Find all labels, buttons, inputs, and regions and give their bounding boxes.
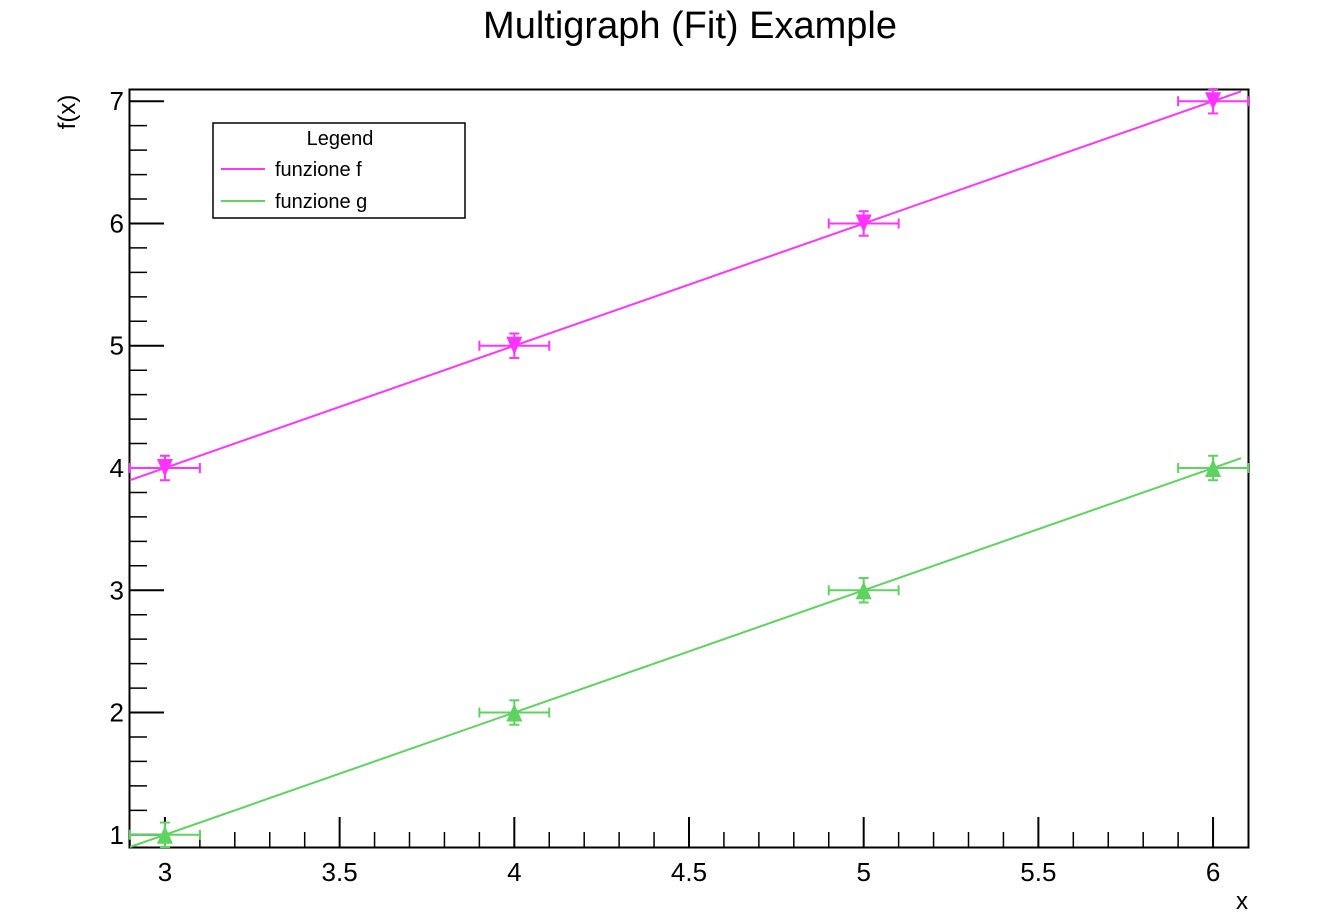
- data-point: [827, 577, 900, 604]
- triangle-up-marker: [506, 703, 523, 722]
- x-tick-label: 3.5: [322, 857, 358, 887]
- x-tick-label: 3: [158, 857, 172, 887]
- triangle-down-marker: [156, 459, 173, 477]
- x-tick-label: 4: [507, 857, 521, 887]
- data-point: [478, 699, 551, 726]
- chart-title: Multigraph (Fit) Example: [483, 5, 897, 47]
- legend: Legend funzione f funzione g: [212, 122, 466, 219]
- triangle-down-marker: [1205, 92, 1222, 111]
- x-tick-label: 5.5: [1020, 857, 1056, 887]
- y-tick-label: 3: [110, 575, 124, 605]
- legend-label: funzione f: [275, 159, 362, 181]
- triangle-up-marker: [156, 825, 173, 844]
- legend-box: [212, 122, 466, 219]
- x-tick-label: 6: [1206, 857, 1220, 887]
- legend-title: Legend: [307, 128, 374, 150]
- data-point: [478, 332, 551, 359]
- triangle-down-marker: [506, 336, 523, 355]
- x-axis-label: x: [1236, 888, 1248, 915]
- triangle-up-marker: [1205, 459, 1222, 477]
- y-tick-label: 4: [110, 453, 124, 483]
- triangle-down-marker: [855, 214, 872, 233]
- y-tick-label: 1: [110, 820, 124, 850]
- axis-ticks: [129, 100, 1215, 847]
- data-point: [129, 821, 201, 848]
- data-point: [129, 454, 201, 482]
- axis-tick-labels: 3 3.5 4 4.5 5 5.5 6 1 2 3 4 5 6 7: [110, 86, 1221, 887]
- x-tick-label: 5: [856, 857, 870, 887]
- y-tick-label: 7: [110, 86, 124, 116]
- legend-entries: funzione f funzione g: [221, 159, 367, 213]
- y-tick-label: 5: [110, 331, 124, 361]
- x-tick-label: 4.5: [671, 857, 707, 887]
- y-axis-label: f(x): [54, 95, 81, 130]
- y-tick-label: 6: [110, 208, 124, 238]
- fit-lines: [129, 90, 1242, 848]
- fit-line: [129, 90, 1242, 482]
- triangle-up-marker: [855, 581, 872, 600]
- data-point: [1177, 88, 1249, 115]
- y-tick-label: 2: [110, 698, 124, 728]
- data-points: [129, 88, 1249, 848]
- data-point: [827, 210, 900, 237]
- fit-line: [129, 457, 1242, 848]
- data-point: [1177, 454, 1249, 482]
- legend-label: funzione g: [275, 191, 367, 213]
